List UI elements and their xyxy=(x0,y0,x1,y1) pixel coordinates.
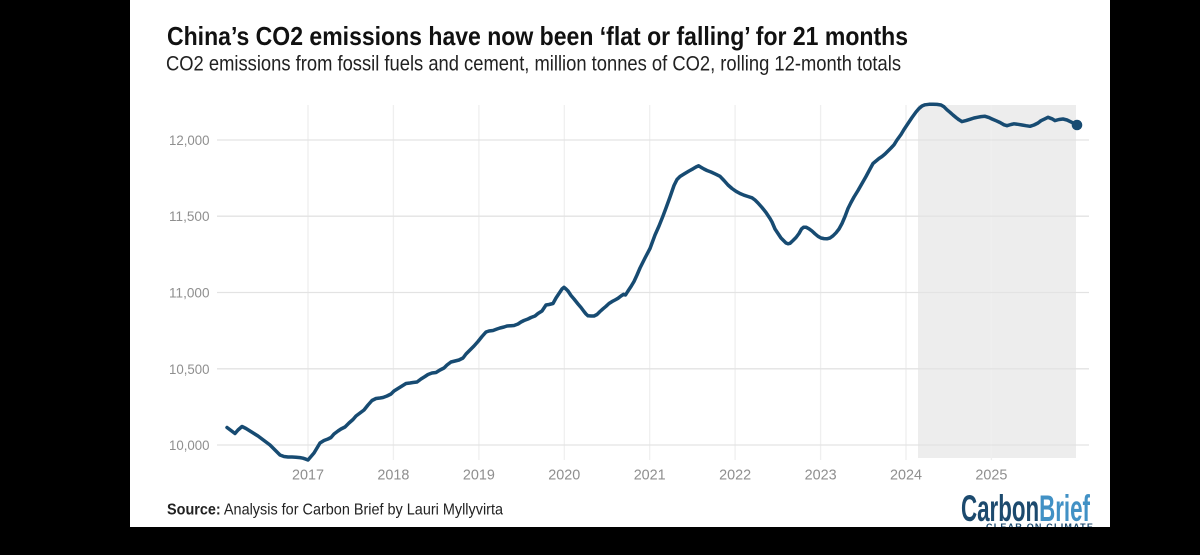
svg-text:2025: 2025 xyxy=(975,467,1007,484)
svg-text:2021: 2021 xyxy=(634,467,666,484)
svg-text:Source: Analysis for Carbon Br: Source: Analysis for Carbon Brief by Lau… xyxy=(167,502,503,519)
svg-text:11,500: 11,500 xyxy=(169,208,210,224)
svg-text:12,000: 12,000 xyxy=(169,132,210,148)
svg-text:10,500: 10,500 xyxy=(169,361,210,377)
svg-text:CarbonBrief: CarbonBrief xyxy=(961,488,1090,529)
svg-text:2019: 2019 xyxy=(463,467,495,484)
svg-text:2018: 2018 xyxy=(377,467,409,484)
svg-text:2022: 2022 xyxy=(719,467,751,484)
svg-text:2024: 2024 xyxy=(890,467,922,484)
svg-text:2023: 2023 xyxy=(805,467,837,484)
svg-text:11,000: 11,000 xyxy=(169,285,210,301)
svg-text:China’s CO2 emissions have now: China’s CO2 emissions have now been ‘fla… xyxy=(167,21,908,51)
svg-text:2020: 2020 xyxy=(548,467,580,484)
svg-text:CO2 emissions from fossil fuel: CO2 emissions from fossil fuels and ceme… xyxy=(166,53,901,76)
svg-text:2017: 2017 xyxy=(292,467,324,484)
svg-text:10,000: 10,000 xyxy=(169,437,210,453)
